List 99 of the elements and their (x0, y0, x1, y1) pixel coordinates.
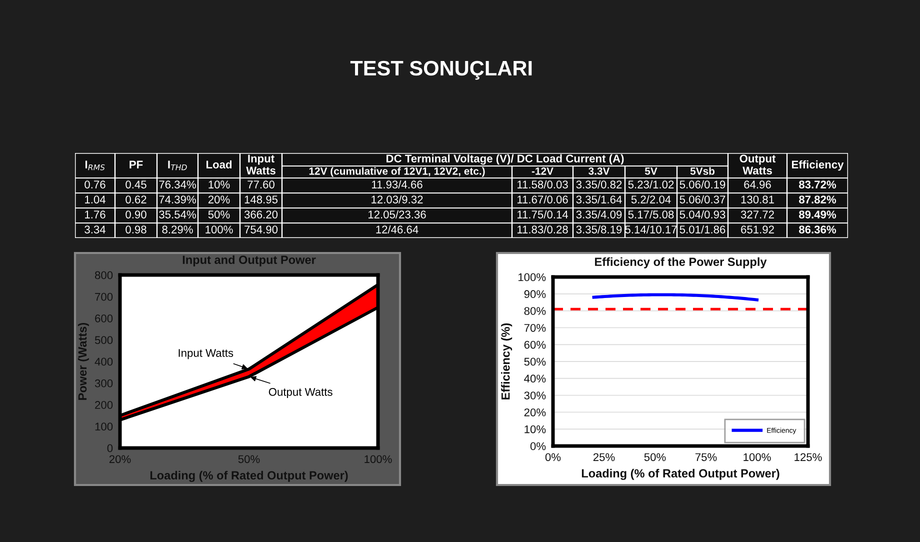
y-tick-label: 90% (524, 290, 546, 298)
y-tick-label: 800 (95, 271, 113, 280)
text: TEST SONUÇLARI (350, 60, 532, 80)
text: 5.14/10.17 (625, 225, 677, 234)
x-tick-label: 100% (744, 453, 771, 462)
text: 5.23/1.02 (628, 180, 674, 188)
x-tick-label: 25% (593, 453, 615, 462)
text: 5.2/2.04 (631, 195, 671, 204)
chart-title: Input and Output Power (182, 255, 316, 266)
text: 11.93/4.66 (372, 180, 422, 188)
y-axis-title: Power (Watts) (78, 322, 89, 400)
text: 83.72% (799, 180, 836, 188)
y-tick-label: 0% (530, 442, 546, 450)
text: 327.72 (740, 210, 774, 218)
text: 12/46.64 (376, 225, 418, 234)
x-tick-label: 20% (109, 455, 131, 464)
y-tick-label: 200 (95, 401, 113, 409)
text: 5.01/1.86 (680, 225, 726, 234)
text: 35.54% (159, 210, 196, 218)
y-tick-label: 70% (524, 324, 546, 332)
text: 74.39% (159, 196, 196, 204)
text: 20% (208, 196, 230, 204)
x-axis-title: Loading (% of Rated Output Power) (150, 470, 348, 482)
text: 3.34 (84, 226, 106, 234)
text: 130.81 (741, 196, 774, 204)
text: 0.62 (126, 196, 146, 204)
text: 3.35/8.19 (576, 225, 622, 234)
text: 8.29% (162, 226, 193, 234)
category-label: 3.3V (588, 167, 610, 175)
text: 0.90 (126, 210, 146, 218)
text: 11.67/0.06 (518, 195, 568, 204)
text: 5.04/0.93 (680, 210, 726, 218)
text: 3.35/4.09 (576, 210, 622, 218)
text: 1.76 (85, 210, 106, 218)
category-label: I$_{THD}$ (168, 160, 187, 170)
category-label: -12V (532, 167, 554, 175)
y-tick-label: 20% (524, 408, 546, 416)
text: DC Terminal Voltage (V)/ DC Load Current (A) (386, 154, 624, 165)
y-tick-label: 10% (524, 425, 546, 434)
category-label: PF (130, 160, 143, 168)
category-label: 5Vsb (690, 167, 715, 175)
text: 5.06/0.37 (680, 195, 726, 204)
x-tick-label: 0% (545, 453, 561, 462)
y-tick-label: 30% (524, 392, 546, 400)
y-tick-label: 50% (524, 358, 546, 366)
y-tick-label: 300 (94, 379, 113, 388)
text: 11.58/0.03 (518, 180, 568, 188)
series-label: Input Watts (178, 349, 234, 360)
category-label: Output Watts (740, 154, 776, 174)
text: 366.20 (244, 210, 278, 218)
y-tick-label: 100% (518, 273, 546, 282)
text: 5.17/5.08 (628, 210, 674, 218)
x-axis-title: Loading (% of Rated Output Power) (582, 468, 780, 480)
y-tick-label: 80% (524, 307, 546, 315)
text: 3.35/1.64 (576, 195, 622, 204)
text: 64.96 (744, 180, 771, 188)
y-tick-label: 40% (524, 374, 546, 383)
text: 12.05/23.36 (368, 210, 426, 218)
y-tick-label: 0 (107, 444, 113, 452)
text: 50% (208, 210, 230, 218)
category-label: I$_{RMS}$ (85, 160, 105, 170)
y-tick-label: 600 (95, 314, 113, 322)
text: 77.60 (248, 180, 274, 188)
text: 651.92 (741, 226, 774, 234)
text: 12.03/9.32 (372, 195, 423, 204)
text: 89.49% (799, 210, 836, 218)
x-tick-label: 125% (794, 453, 822, 462)
category-label: Input Watts (246, 154, 276, 174)
y-tick-label: 400 (94, 358, 113, 366)
x-tick-label: 50% (644, 453, 666, 462)
x-tick-label: 75% (695, 453, 717, 462)
text: 86.36% (799, 226, 836, 234)
text: 11.75/0.14 (518, 210, 568, 218)
x-tick-label: 50% (238, 455, 260, 464)
y-tick-label: 500 (94, 336, 113, 344)
y-tick-label: 100 (95, 422, 113, 431)
x-tick-label: 100% (364, 455, 392, 464)
text: 0.76 (84, 180, 106, 188)
chart-title: Efficiency of the Power Supply (595, 257, 767, 268)
category-label: 5V (644, 168, 658, 175)
text: 1.04 (85, 196, 106, 204)
legend-label: Output Watts (268, 388, 332, 398)
text: 11.83/0.28 (518, 225, 568, 234)
text: 0.45 (126, 180, 146, 188)
text: 76.34% (159, 180, 196, 188)
category-label: Efficiency (792, 160, 844, 171)
text: 100% (206, 226, 233, 234)
text: 87.82% (799, 196, 836, 204)
text: 3.35/0.82 (576, 180, 622, 188)
y-tick-label: 700 (95, 292, 113, 301)
category-label: Load (206, 160, 232, 168)
category-label: 12V (cumulative of 12V1, 12V2, etc.) (309, 167, 485, 177)
text: 5.06/0.19 (680, 180, 726, 188)
text: 0.98 (126, 226, 146, 234)
text: 148.95 (244, 196, 278, 204)
y-axis-title: Efficiency (%) (501, 323, 512, 400)
text: 754.90 (244, 226, 278, 234)
y-tick-label: 60% (524, 340, 546, 349)
text: 10% (208, 180, 230, 188)
